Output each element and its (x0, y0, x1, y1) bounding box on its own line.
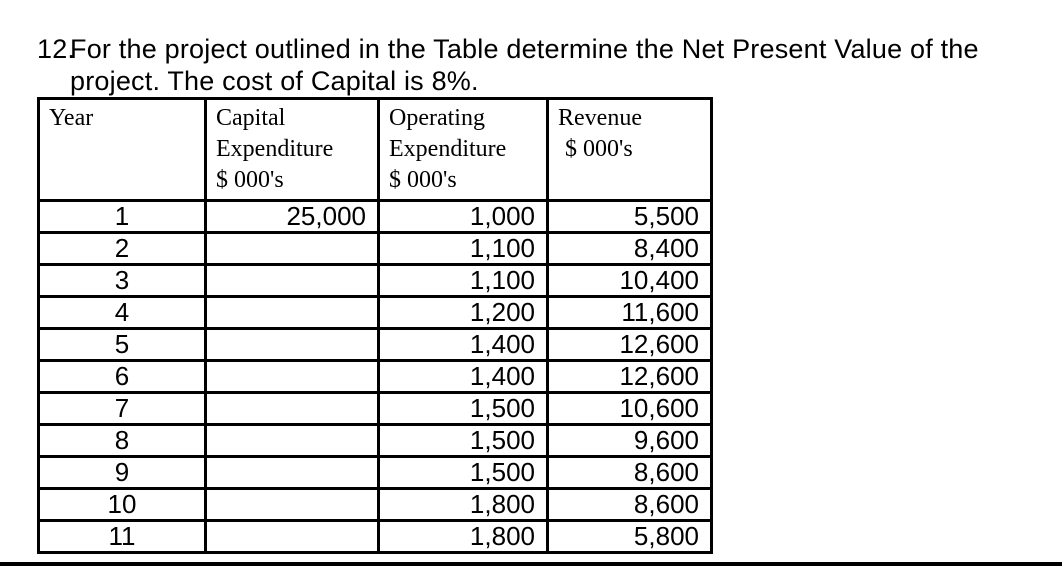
cell-revenue: 8,600 (546, 455, 713, 490)
cell-capital-expenditure (204, 263, 380, 298)
cell-operating-expenditure: 1,800 (377, 487, 549, 522)
table-row: 5 1,400 12,600 (37, 327, 713, 362)
cell-revenue: 10,600 (546, 391, 713, 426)
table-row: 8 1,500 9,600 (37, 423, 713, 458)
cell-capital-expenditure: 25,000 (204, 199, 380, 234)
cell-capital-expenditure (204, 455, 380, 490)
cell-year: 8 (37, 423, 207, 458)
cell-operating-expenditure: 1,400 (377, 359, 549, 394)
table-row: 3 1,100 10,400 (37, 263, 713, 298)
question-body: For the project outlined in the Table de… (70, 33, 979, 97)
cell-year: 6 (37, 359, 207, 394)
cell-operating-expenditure: 1,800 (377, 519, 549, 554)
project-cashflow-table: Year Capital Expenditure $ 000's Operati… (37, 97, 713, 554)
cell-operating-expenditure: 1,100 (377, 263, 549, 298)
cell-capital-expenditure (204, 295, 380, 330)
cell-revenue: 9,600 (546, 423, 713, 458)
cell-operating-expenditure: 1,200 (377, 295, 549, 330)
table-row: 1 25,000 1,000 5,500 (37, 199, 713, 234)
column-header-capital-expenditure: Capital Expenditure $ 000's (204, 97, 380, 202)
cell-revenue: 12,600 (546, 327, 713, 362)
cell-capital-expenditure (204, 359, 380, 394)
cell-year: 5 (37, 327, 207, 362)
cell-operating-expenditure: 1,100 (377, 231, 549, 266)
cell-revenue: 8,600 (546, 487, 713, 522)
header-line: Operating (389, 105, 485, 131)
table-header-row: Year Capital Expenditure $ 000's Operati… (37, 97, 713, 202)
cell-year: 10 (37, 487, 207, 522)
header-line: Expenditure (216, 136, 334, 162)
cell-operating-expenditure: 1,500 (377, 423, 549, 458)
question-line-1: For the project outlined in the Table de… (70, 34, 979, 64)
cell-year: 11 (37, 519, 207, 554)
cell-capital-expenditure (204, 487, 380, 522)
cell-operating-expenditure: 1,400 (377, 327, 549, 362)
cell-year: 9 (37, 455, 207, 490)
cell-year: 2 (37, 231, 207, 266)
cell-revenue: 8,400 (546, 231, 713, 266)
cell-operating-expenditure: 1,000 (377, 199, 549, 234)
column-header-year: Year (37, 97, 207, 202)
cell-year: 4 (37, 295, 207, 330)
header-line: $ 000's (389, 167, 457, 193)
cell-year: 7 (37, 391, 207, 426)
cell-operating-expenditure: 1,500 (377, 455, 549, 490)
cell-year: 3 (37, 263, 207, 298)
table-row: 6 1,400 12,600 (37, 359, 713, 394)
cell-revenue: 5,800 (546, 519, 713, 554)
table-row: 10 1,800 8,600 (37, 487, 713, 522)
cell-revenue: 10,400 (546, 263, 713, 298)
table-row: 11 1,800 5,800 (37, 519, 713, 554)
header-line: $ 000's (565, 136, 633, 162)
header-line: Expenditure (389, 136, 507, 162)
cell-capital-expenditure (204, 519, 380, 554)
cell-revenue: 11,600 (546, 295, 713, 330)
cell-capital-expenditure (204, 423, 380, 458)
column-header-revenue: Revenue $ 000's (546, 97, 713, 202)
table-row: 4 1,200 11,600 (37, 295, 713, 330)
table-row: 9 1,500 8,600 (37, 455, 713, 490)
table-row: 7 1,500 10,600 (37, 391, 713, 426)
header-line: Year (49, 105, 94, 131)
table-row: 2 1,100 8,400 (37, 231, 713, 266)
question-line-2: project. The cost of Capital is 8%. (70, 66, 479, 96)
column-header-operating-expenditure: Operating Expenditure $ 000's (377, 97, 549, 202)
cell-revenue: 5,500 (546, 199, 713, 234)
header-line: $ 000's (216, 167, 284, 193)
header-line: Revenue (558, 105, 642, 131)
question-text: 12. For the project outlined in the Tabl… (37, 33, 979, 97)
question-number: 12. (37, 34, 76, 64)
cell-revenue: 12,600 (546, 359, 713, 394)
cell-capital-expenditure (204, 327, 380, 362)
header-line: Capital (216, 105, 286, 131)
cell-year: 1 (37, 199, 207, 234)
cell-capital-expenditure (204, 391, 380, 426)
cell-capital-expenditure (204, 231, 380, 266)
cell-operating-expenditure: 1,500 (377, 391, 549, 426)
page-bottom-rule (0, 562, 1062, 566)
